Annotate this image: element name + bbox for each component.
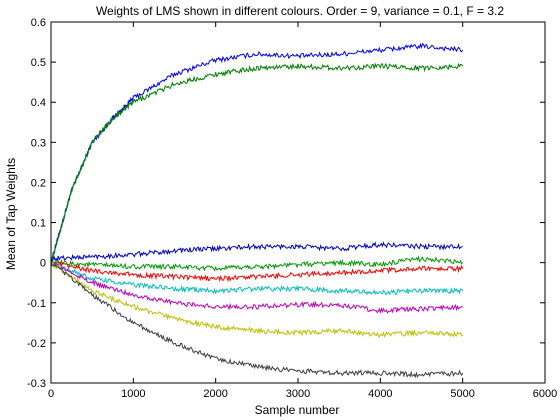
y-tick-label: 0.6 <box>31 17 46 29</box>
x-tick-label: 1000 <box>121 388 145 400</box>
y-axis-label: Mean of Tap Weights <box>4 158 18 270</box>
y-tick-label: 0 <box>40 258 46 270</box>
series-line-9 <box>50 262 464 379</box>
y-tick-label: 0.5 <box>31 57 46 69</box>
x-tick-label: 2000 <box>203 388 227 400</box>
series-line-3 <box>50 241 463 263</box>
series-line-4 <box>50 255 464 272</box>
series-line-5 <box>50 261 464 283</box>
y-tick-label: 0.1 <box>31 218 46 230</box>
y-tick-label: -0.2 <box>27 338 46 350</box>
series-line-6 <box>50 260 464 296</box>
y-tick-label: -0.1 <box>27 298 46 310</box>
y-tick-label: 0.3 <box>31 137 46 149</box>
x-tick-label: 4000 <box>368 388 392 400</box>
axis-ticks: 0 1000 2000 3000 4000 5000 6000 -0.3 -0.2 -0.1 0 0.… <box>27 17 557 400</box>
y-tick-label: -0.3 <box>27 378 46 390</box>
x-axis-label: Sample number <box>255 403 340 417</box>
series-line-1 <box>50 42 464 265</box>
series-layer <box>50 42 464 379</box>
x-tick-label: 5000 <box>450 388 474 400</box>
x-tick-label: 6000 <box>533 388 557 400</box>
series-line-8 <box>50 260 464 339</box>
series-line-7 <box>50 261 463 315</box>
y-tick-label: 0.2 <box>31 177 46 189</box>
axes-box <box>50 21 546 384</box>
x-tick-label: 3000 <box>286 388 310 400</box>
chart-title: Weights of LMS shown in different colour… <box>96 4 504 18</box>
series-line-2 <box>50 62 464 265</box>
y-tick-label: 0.4 <box>31 97 46 109</box>
x-tick-label: 0 <box>48 388 54 400</box>
